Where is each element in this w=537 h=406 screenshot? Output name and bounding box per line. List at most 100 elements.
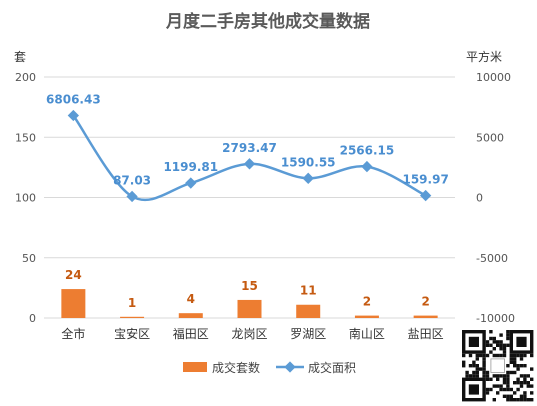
qr-module [506, 364, 510, 368]
qr-module [516, 377, 520, 381]
qr-module [502, 350, 507, 354]
bar [237, 299, 262, 318]
qr-module [492, 398, 496, 402]
qr-module [513, 381, 517, 385]
qr-module [519, 374, 524, 378]
line-point [361, 160, 373, 173]
qr-module [479, 353, 483, 358]
left-tick-label: 100 [15, 192, 36, 205]
qr-module [516, 398, 520, 402]
qr-module [485, 343, 490, 347]
qr-module [513, 364, 517, 368]
qr-module [462, 360, 466, 364]
qr-module [530, 377, 534, 381]
qr-module [523, 398, 527, 402]
qr-module [475, 357, 479, 361]
line-data-label: 159.97 [402, 173, 448, 187]
line-point [243, 158, 256, 170]
qr-module [530, 398, 534, 402]
qr-module [489, 387, 493, 392]
qr-module [472, 364, 476, 368]
qr-module [496, 377, 500, 381]
qr-module [506, 394, 510, 398]
qr-module [499, 340, 503, 344]
qr-module [499, 384, 503, 388]
qr-module [530, 353, 534, 358]
qr-module [523, 353, 527, 358]
qr-module [489, 336, 493, 341]
qr-module [519, 398, 524, 402]
category-label: 全市 [61, 326, 85, 341]
qr-module [496, 353, 500, 358]
qr-module [506, 330, 510, 334]
qr-module [506, 374, 510, 378]
qr-module [502, 394, 507, 398]
qr-module [509, 398, 513, 402]
qr-module [482, 370, 486, 375]
qr-module [462, 353, 466, 358]
qr-module [516, 381, 520, 385]
qr-module [519, 384, 524, 388]
bar-data-label: 24 [65, 268, 82, 282]
qr-module [509, 353, 513, 358]
qr-module [489, 343, 493, 347]
bar [296, 304, 321, 318]
qr-module [523, 377, 527, 381]
qr-module [502, 381, 507, 385]
qr-module [530, 367, 534, 371]
legend-line-label: 成交面积 [308, 360, 356, 375]
qr-module [492, 374, 496, 378]
qr-module [506, 384, 510, 388]
qr-module [519, 394, 524, 398]
line-data-label: 87.03 [113, 173, 151, 187]
qr-module [475, 374, 479, 378]
qr-module [523, 374, 527, 378]
qr-module [499, 374, 503, 378]
qr-module [465, 370, 469, 375]
qr-module [513, 370, 517, 375]
qr-module [472, 360, 476, 364]
right-tick-label: 5000 [476, 131, 504, 144]
qr-module [472, 370, 476, 375]
qr-module [499, 353, 503, 358]
qr-module [519, 381, 524, 385]
qr-module [513, 357, 517, 361]
qr-module [479, 367, 483, 371]
bar [120, 316, 145, 318]
qr-module [489, 350, 493, 354]
line-data-label: 2793.47 [222, 141, 277, 155]
qr-module [502, 353, 507, 358]
qr-module [526, 398, 530, 402]
line-data-label: 1199.81 [163, 160, 218, 174]
qr-module [516, 364, 520, 368]
bar-data-label: 4 [187, 292, 195, 306]
qr-module [499, 347, 503, 351]
qr-module [519, 357, 524, 361]
line-point [419, 189, 432, 202]
left-tick-label: 50 [22, 252, 36, 265]
qr-module [509, 387, 513, 392]
left-tick-label: 0 [29, 312, 36, 325]
qr-module [485, 387, 490, 392]
qr-module [482, 364, 486, 368]
right-axis-label: 平方米 [466, 49, 502, 64]
bar [61, 289, 86, 318]
legend: 成交套数 成交面积 [183, 360, 356, 375]
qr-module [509, 357, 513, 361]
line-point [185, 177, 197, 189]
qr-module [492, 340, 496, 344]
qr-module [482, 367, 486, 371]
qr-module [509, 370, 513, 375]
bar-data-label: 11 [300, 284, 317, 298]
legend-bar-swatch [183, 362, 207, 372]
qr-module [492, 353, 496, 358]
qr-module [468, 353, 473, 358]
category-label: 龙岗区 [231, 327, 267, 341]
qr-module [523, 391, 527, 395]
category-label: 罗湖区 [290, 326, 326, 341]
right-axis-ticks: -10000 -5000 0 5000 10000 [476, 71, 515, 325]
qr-module [496, 343, 500, 347]
qr-module [475, 370, 479, 375]
qr-module [509, 394, 513, 398]
qr-module [485, 340, 490, 344]
